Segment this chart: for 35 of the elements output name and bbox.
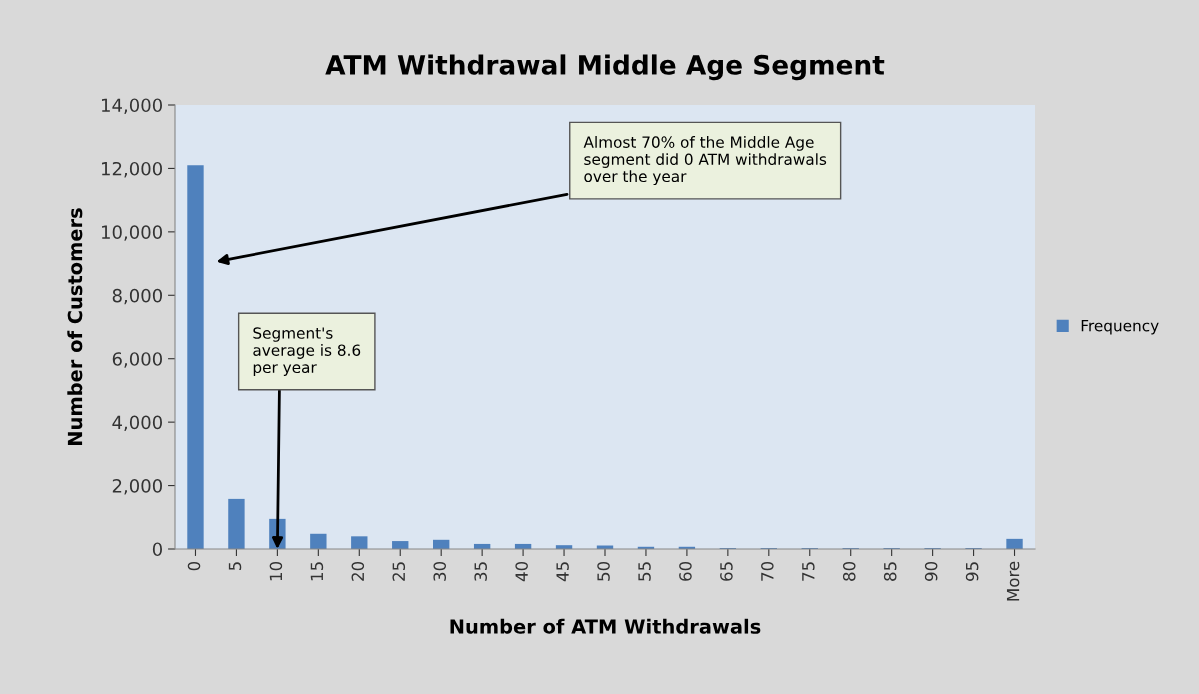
x-axis-title: Number of ATM Withdrawals [450, 618, 761, 634]
x-tick-label: 30 [433, 561, 447, 581]
x-tick-label: 0 [187, 561, 201, 571]
x-tick-label: 95 [965, 562, 979, 581]
annotation: Segment's average is 8.6 per year [253, 327, 361, 376]
annotation: Almost 70% of the Middle Age segment did 0 ATM withdrawals over the year [583, 136, 827, 186]
x-tick-label: 55 [638, 562, 651, 581]
x-tick-label: 85 [883, 562, 897, 581]
y-tick-label: 8,000 [112, 288, 162, 305]
y-axis-title: Number of Customers [67, 208, 83, 445]
y-tick-label: 4,000 [112, 415, 162, 432]
x-tick-label: 70 [761, 561, 774, 581]
x-tick-label: 25 [392, 562, 406, 581]
x-tick-label: 50 [597, 561, 610, 581]
x-tick-label: 5 [228, 562, 242, 571]
x-tick-label: More [1006, 561, 1020, 601]
x-tick-label: 35 [474, 562, 487, 581]
y-tick-label: 10,000 [102, 225, 162, 241]
chart-title: ATM Withdrawal Middle Age Segment [325, 54, 885, 81]
x-tick-label: 75 [802, 562, 815, 581]
y-tick-label: 0 [152, 542, 162, 557]
x-tick-label: 20 [351, 561, 365, 581]
x-tick-label: 15 [310, 562, 324, 581]
legend-label: Frequency [1081, 320, 1159, 335]
x-tick-label: 10 [269, 561, 283, 581]
x-tick-label: 40 [515, 561, 528, 582]
x-tick-label: 60 [679, 561, 692, 581]
x-tick-label: 90 [924, 561, 938, 581]
y-tick-label: 2,000 [112, 479, 162, 495]
y-tick-label: 14,000 [102, 98, 162, 114]
y-tick-label: 6,000 [112, 352, 162, 368]
y-tick-label: 12,000 [102, 161, 162, 178]
x-tick-label: 45 [556, 562, 569, 582]
x-tick-label: 80 [842, 561, 856, 581]
x-tick-label: 65 [720, 562, 733, 581]
